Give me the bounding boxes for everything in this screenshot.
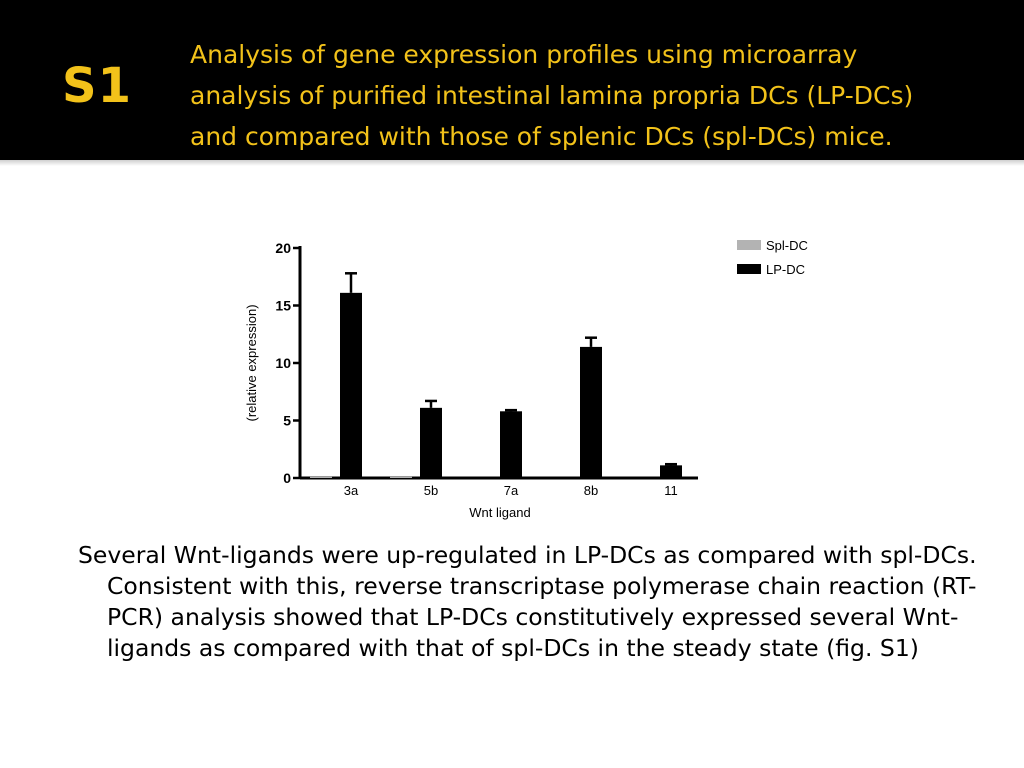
y-tick-label: 0 (283, 470, 291, 486)
slide-number: S1 (62, 58, 132, 114)
title-bar (0, 0, 1024, 160)
y-tick-label: 15 (275, 298, 291, 314)
x-axis-title: Wnt ligand (469, 505, 530, 520)
bar-lp-dc-3a (340, 292, 362, 478)
slide-title: Analysis of gene expression profiles usi… (190, 40, 914, 151)
legend-swatch-lp-dc (737, 264, 761, 274)
y-tick-label: 5 (283, 413, 291, 429)
x-tick-label: 8b (584, 483, 598, 498)
y-tick-label: 20 (275, 240, 291, 256)
legend-label-lp-dc: LP-DC (766, 262, 805, 277)
title-divider (0, 160, 1024, 166)
bar-chart: 0 5 10 15 20 (relative expression) 3a 5b 7a 8b 11 W… (244, 238, 808, 520)
bar-spl-dc-5b (390, 476, 412, 478)
legend-label-spl-dc: Spl-DC (766, 238, 808, 253)
bar-lp-dc-7a (500, 411, 522, 478)
x-tick-label: 5b (424, 483, 438, 498)
x-tick-label: 7a (504, 483, 519, 498)
bar-lp-dc-8b (580, 346, 602, 478)
y-axis-title: (relative expression) (244, 304, 259, 421)
bar-lp-dc-5b (420, 407, 442, 478)
x-tick-label: 3a (344, 483, 359, 498)
x-tick-label: 11 (664, 483, 678, 498)
bar-spl-dc-3a (310, 476, 332, 478)
legend-swatch-spl-dc (737, 240, 761, 250)
y-tick-label: 10 (275, 355, 291, 371)
bar-lp-dc-11 (660, 465, 682, 478)
body-paragraph: Several Wnt-ligands were up-regulated in… (78, 541, 977, 662)
